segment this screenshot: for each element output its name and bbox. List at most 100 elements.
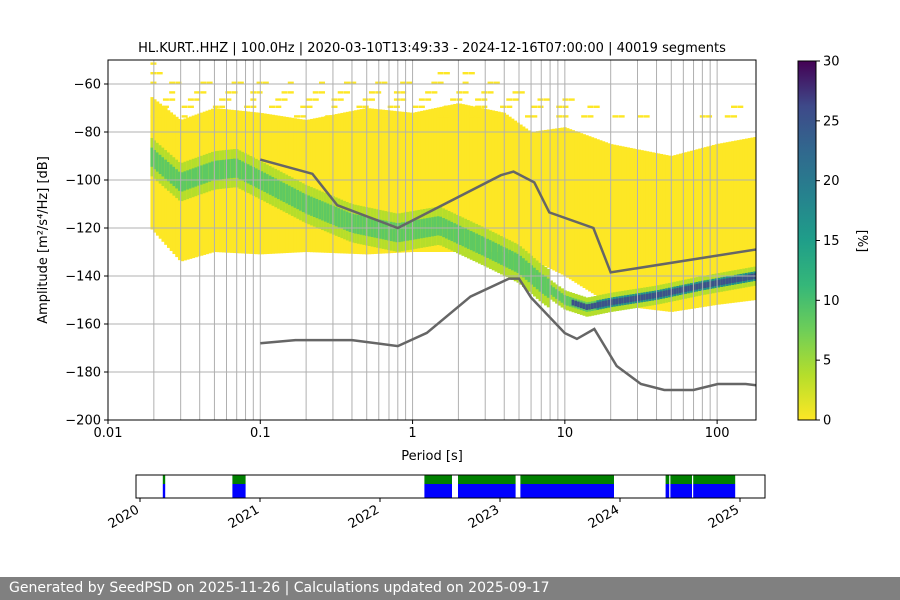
heatmap-outlier-cell [506, 105, 513, 108]
heatmap-cell-yellow [665, 155, 669, 312]
heatmap-outlier-cell [362, 98, 369, 101]
colorbar-tick-label: 15 [823, 234, 840, 249]
heatmap-outlier-cell [256, 81, 263, 84]
heatmap-outlier-cell [468, 72, 475, 75]
heatmap-cell-yellow [469, 105, 474, 252]
heatmap-outlier-cell [406, 81, 413, 84]
heatmap-cell-green [282, 182, 286, 202]
heatmap-outlier-cell [437, 81, 444, 84]
y-tick-label: −80 [74, 126, 101, 141]
timeline-data-bar [670, 484, 692, 498]
heatmap-cell-yellow [601, 141, 606, 301]
heatmap-cell-yellow [500, 112, 504, 252]
figure: HL.KURT..HHZ | 100.0Hz | 2020-03-10T13:4… [36, 41, 869, 532]
heatmap-cell-blue [662, 290, 666, 297]
colorbar-tick-label: 5 [823, 354, 831, 369]
heatmap-cell-blue [623, 297, 628, 303]
heatmap-outlier-cell [706, 115, 713, 118]
heatmap-outlier-cell [593, 105, 600, 108]
colorbar-label: [%] [854, 230, 869, 253]
heatmap-cell-yellow [378, 109, 383, 254]
heatmap-cell-yellow [428, 109, 432, 252]
heatmap-cell-yellow [414, 112, 419, 253]
heatmap-outlier-cell [169, 98, 176, 101]
heatmap-outlier-cell [206, 115, 213, 118]
timeline-year-label: 2021 [226, 502, 262, 532]
heatmap-cell-blue [709, 281, 713, 288]
timeline-processed-bar [232, 475, 246, 484]
heatmap-cell-blue [698, 283, 702, 290]
heatmap-outlier-cell [493, 81, 500, 84]
heatmap-outlier-cell [262, 115, 269, 118]
heatmap-outlier-cell [568, 98, 575, 101]
y-tick-label: −60 [74, 78, 101, 93]
heatmap-cell-yellow [695, 149, 699, 308]
heatmap-cell-yellow [560, 127, 564, 275]
heatmap-cell-blue [684, 286, 688, 292]
heatmap-outlier-cell [175, 81, 182, 84]
heatmap-cell-yellow [637, 149, 641, 309]
heatmap-cell-yellow [497, 111, 501, 252]
heatmap-outlier-cell [231, 91, 238, 94]
heatmap-cell-yellow [533, 131, 537, 261]
heatmap-cell-green [277, 179, 281, 200]
heatmap-cell-green [466, 229, 471, 249]
heatmap-cell-yellow [648, 151, 653, 310]
heatmap-cell-blue [585, 304, 589, 310]
heatmap-outlier-cell [425, 98, 432, 101]
x-tick-label: 10 [557, 426, 574, 441]
heatmap-cell-yellow [673, 155, 677, 312]
heatmap-cell-green [527, 262, 531, 283]
heatmap-cell-blue [736, 276, 741, 283]
heatmap-cell-green [409, 220, 413, 241]
heatmap-cell-blue [673, 288, 677, 295]
colorbar-tick-label: 25 [823, 114, 840, 129]
heatmap-cell-green [414, 220, 419, 240]
heatmap-cell-yellow [621, 146, 625, 307]
heatmap-cell-green [384, 220, 388, 240]
heatmap-cell-blue [577, 301, 581, 308]
heatmap-cell-green [560, 293, 564, 303]
heatmap-cell-yellow [585, 135, 589, 290]
colorbar-gradient [797, 60, 817, 421]
heatmap-outlier-cell [156, 115, 163, 118]
heatmap-cell-green [197, 166, 201, 186]
heatmap-outlier-cell [306, 105, 313, 108]
heatmap-cell-yellow [491, 110, 496, 252]
heatmap-outlier-cell [400, 98, 407, 101]
heatmap-cell-yellow [519, 124, 523, 257]
heatmap-cell-green [329, 204, 333, 224]
heatmap-cell-green [158, 154, 163, 175]
y-tick-label: −140 [65, 270, 101, 285]
heatmap-cell-green [566, 296, 570, 306]
heatmap-cell-green [477, 234, 482, 255]
heatmap-cell-green [417, 219, 421, 239]
timeline-frame [135, 474, 766, 499]
heatmap-cell-yellow [381, 109, 386, 254]
heatmap-cell-yellow [516, 122, 520, 256]
heatmap-cell-blue [588, 303, 592, 310]
heatmap-cell-yellow [714, 144, 719, 305]
heatmap-cell-yellow [332, 114, 336, 254]
heatmap-cell-yellow [359, 109, 363, 255]
heatmap-outlier-cell [462, 81, 469, 84]
heatmap-outlier-cell [187, 105, 194, 108]
heatmap-cell-blue [687, 285, 691, 292]
heatmap-cell-yellow [343, 112, 347, 254]
heatmap-outlier-cell [181, 115, 188, 118]
heatmap-cell-green [455, 224, 460, 244]
heatmap-cell-yellow [571, 130, 575, 282]
heatmap-cell-yellow [689, 150, 694, 309]
heatmap-cell-yellow [312, 118, 317, 253]
heatmap-cell-yellow [604, 142, 608, 302]
heatmap-cell-green [315, 198, 319, 219]
heatmap-cell-green [312, 197, 317, 217]
x-tick-label: 0.01 [94, 426, 123, 441]
heatmap-cell-green [458, 225, 463, 245]
heatmap-outlier-cell [269, 115, 276, 118]
heatmap-cell-green [378, 219, 383, 239]
heatmap-cell-yellow [326, 115, 330, 253]
heatmap-cell-blue [571, 299, 575, 306]
heatmap-cell-blue [695, 283, 699, 290]
heatmap-cell-green [381, 220, 386, 240]
